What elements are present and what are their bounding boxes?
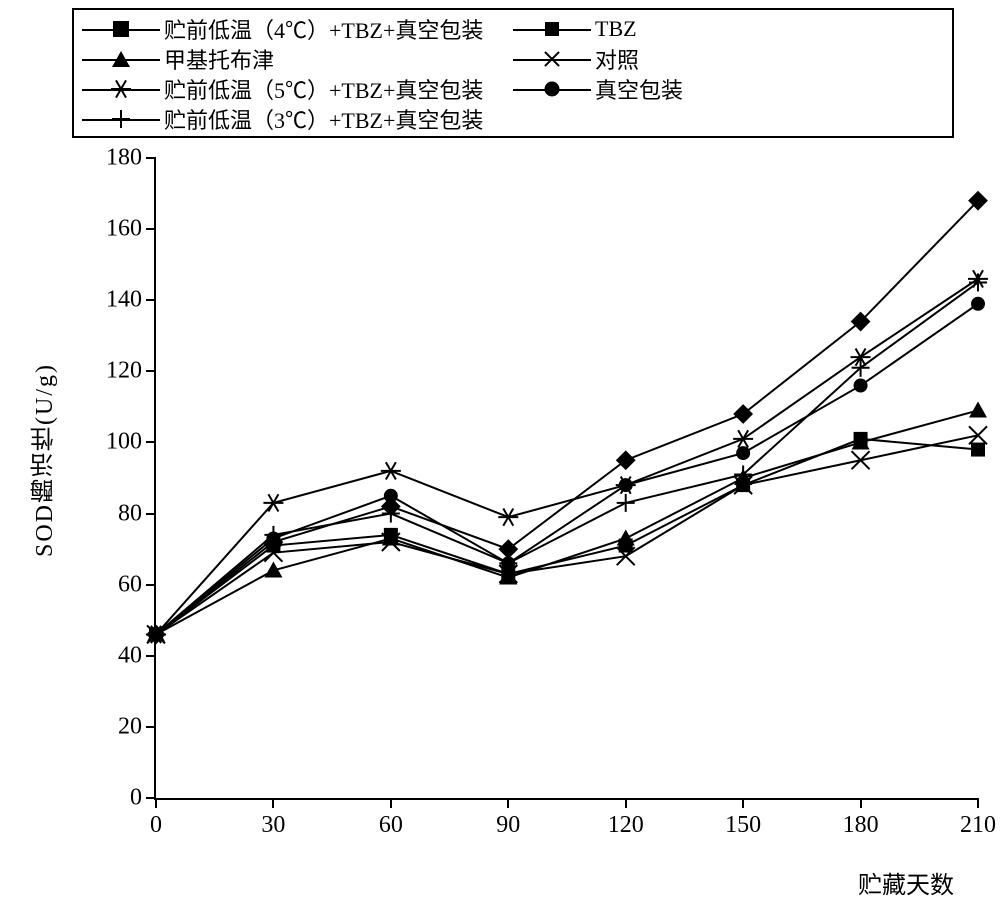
- chart-area: SOD酶活性(U/g) 贮藏天数 02040608010012014016018…: [24, 140, 984, 900]
- x-tick-label: 210: [960, 812, 996, 839]
- legend-label-s6: 真空包装: [595, 73, 683, 105]
- line-series-svg: [156, 158, 978, 798]
- x-tick-label: 30: [261, 812, 285, 839]
- y-tick-label: 100: [106, 429, 142, 456]
- legend-swatch-s4: [513, 47, 591, 71]
- legend-swatch-s3: [82, 47, 160, 71]
- x-tick-label: 120: [608, 812, 644, 839]
- chart-page: 贮前低温（4℃）+TBZ+真空包装 TBZ 甲基托布津 对照 贮前低温（5℃）+…: [0, 0, 1000, 916]
- legend-swatch-s6: [513, 77, 591, 101]
- legend-label-s2: TBZ: [595, 16, 637, 42]
- legend-item-s7: 贮前低温（3℃）+TBZ+真空包装: [82, 104, 513, 134]
- legend-swatch-s5: [82, 77, 160, 101]
- legend-label-s1: 贮前低温（4℃）+TBZ+真空包装: [164, 13, 483, 45]
- legend-item-s4: 对照: [513, 44, 944, 74]
- legend-box: 贮前低温（4℃）+TBZ+真空包装 TBZ 甲基托布津 对照 贮前低温（5℃）+…: [72, 8, 954, 138]
- legend-item-s2: TBZ: [513, 14, 944, 44]
- y-tick-label: 140: [106, 287, 142, 314]
- y-tick-label: 120: [106, 358, 142, 385]
- y-axis-label: SOD酶活性(U/g): [24, 140, 64, 780]
- legend-item-s5: 贮前低温（5℃）+TBZ+真空包装: [82, 74, 513, 104]
- x-tick-label: 60: [379, 812, 403, 839]
- y-tick-label: 180: [106, 145, 142, 172]
- legend-label-s4: 对照: [595, 43, 639, 75]
- x-tick-label: 90: [496, 812, 520, 839]
- legend-swatch-s1: [82, 17, 160, 41]
- legend-item-s6: 真空包装: [513, 74, 944, 104]
- legend-label-s5: 贮前低温（5℃）+TBZ+真空包装: [164, 73, 483, 105]
- legend-label-s3: 甲基托布津: [164, 43, 274, 75]
- legend-item-s3: 甲基托布津: [82, 44, 513, 74]
- y-tick-label: 40: [118, 642, 142, 669]
- plot-region: 0204060801001201401601800306090120150180…: [154, 158, 978, 800]
- x-tick-label: 0: [150, 812, 162, 839]
- x-tick-label: 180: [843, 812, 879, 839]
- y-tick-label: 20: [118, 713, 142, 740]
- x-axis-label: 贮藏天数: [858, 865, 954, 900]
- legend-label-s7: 贮前低温（3℃）+TBZ+真空包装: [164, 103, 483, 135]
- legend-swatch-s2: [513, 17, 591, 41]
- x-tick-label: 150: [725, 812, 761, 839]
- legend-item-s1: 贮前低温（4℃）+TBZ+真空包装: [82, 14, 513, 44]
- y-tick-label: 160: [106, 216, 142, 243]
- y-tick-label: 0: [130, 785, 142, 812]
- y-tick-label: 80: [118, 500, 142, 527]
- legend-swatch-s7: [82, 107, 160, 131]
- y-tick-label: 60: [118, 571, 142, 598]
